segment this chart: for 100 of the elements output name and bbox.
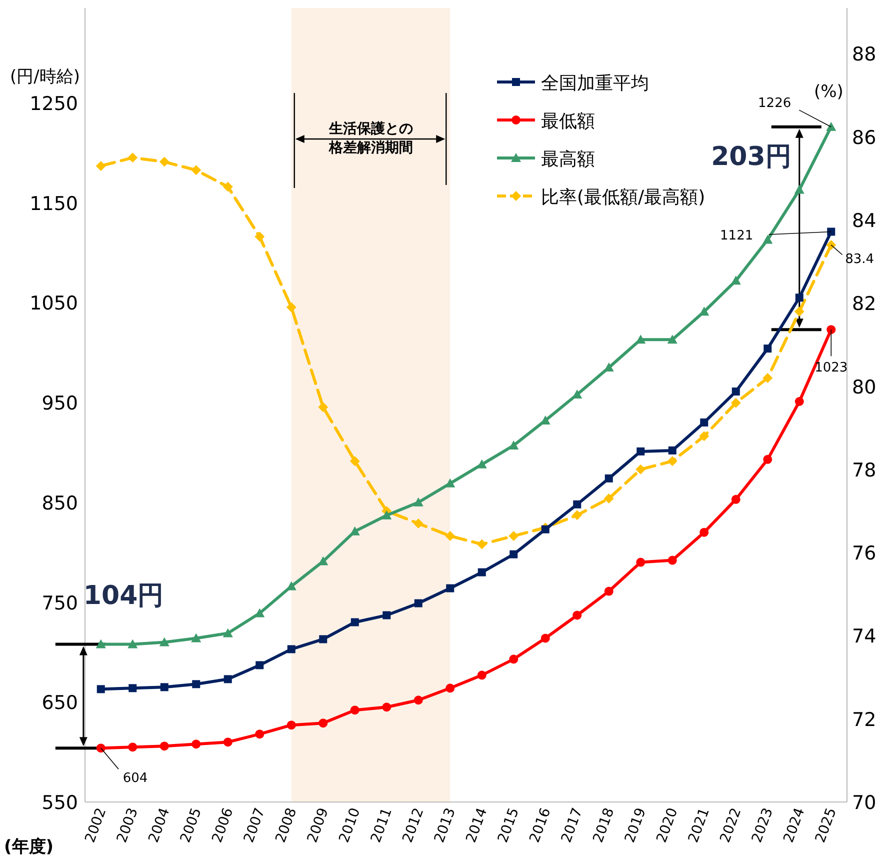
y-tick-label: 1250: [30, 92, 78, 115]
y2-tick-label: 86: [852, 126, 876, 149]
point: [699, 431, 710, 442]
x-tick-label: 2009: [304, 806, 332, 845]
point: [826, 122, 836, 131]
point: [445, 530, 456, 541]
x-tick-label: 2011: [368, 806, 396, 845]
y2-tick-label: 80: [852, 376, 876, 398]
x-tick-label: 2019: [622, 806, 650, 845]
y-tick-label: 550: [42, 792, 78, 814]
x-tick-label: 2002: [82, 806, 110, 845]
x-tick-label: 2007: [241, 806, 268, 845]
point: [508, 530, 519, 541]
point: [573, 500, 582, 508]
point: [667, 334, 678, 344]
x-tick-label: 2025: [812, 806, 840, 845]
y2-axis-title: (%): [814, 82, 844, 102]
point: [382, 510, 392, 520]
point: [794, 397, 804, 406]
x-tick-label: 2004: [146, 806, 174, 845]
data-label: 1023: [814, 360, 848, 376]
y2-tick-label: 84: [852, 210, 876, 232]
x-tick-label: 2013: [432, 806, 459, 845]
point: [667, 456, 678, 466]
point: [96, 160, 106, 171]
point: [160, 683, 168, 692]
point: [700, 418, 708, 426]
point: [96, 639, 106, 648]
point: [795, 294, 804, 302]
point: [350, 456, 360, 466]
point: [159, 637, 170, 646]
point: [476, 539, 487, 550]
point: [318, 556, 328, 566]
point: [256, 661, 264, 670]
point: [160, 742, 169, 751]
point: [476, 459, 487, 468]
x-tick-label: 2008: [272, 806, 300, 845]
point: [826, 325, 836, 334]
point: [541, 525, 550, 534]
point: [604, 586, 614, 596]
point: [318, 718, 328, 728]
x-tick-label: 2012: [400, 806, 428, 845]
point: [96, 685, 105, 694]
point: [319, 635, 328, 644]
y-tick-label: 950: [42, 392, 78, 415]
point: [604, 362, 614, 372]
point: [446, 584, 454, 592]
x-tick-label: 2006: [209, 806, 237, 845]
point: [510, 550, 518, 558]
point: [668, 556, 677, 565]
data-label: 604: [122, 771, 148, 786]
legend-label: 比率(最低額/最高額): [541, 187, 706, 208]
point: [192, 740, 201, 749]
point: [414, 599, 422, 608]
x-tick-label: 2003: [114, 806, 142, 845]
annotation: 203円: [711, 142, 792, 172]
point: [572, 390, 582, 399]
y-axis-title: (円/時給): [10, 67, 80, 87]
point: [318, 402, 328, 412]
point: [699, 306, 710, 316]
point: [287, 645, 296, 654]
data-label: 1121: [720, 228, 754, 244]
point: [286, 720, 296, 730]
x-tick-label: 2016: [526, 806, 554, 845]
point: [128, 152, 138, 163]
x-tick-label: 2024: [780, 806, 808, 845]
point: [732, 388, 740, 396]
y2-tick-label: 82: [852, 293, 876, 316]
x-tick-label: 2017: [558, 806, 586, 845]
y2-tick-label: 70: [852, 792, 876, 814]
point: [350, 526, 360, 536]
point: [826, 240, 836, 250]
point: [730, 276, 741, 285]
point: [508, 440, 519, 450]
annotation: 104円: [83, 581, 164, 612]
point: [382, 611, 391, 620]
point: [636, 447, 645, 456]
point: [445, 478, 456, 488]
y2-tick-label: 74: [852, 626, 876, 648]
point: [128, 742, 138, 752]
data-label: 83.4: [845, 252, 874, 267]
y-tick-label: 650: [42, 692, 78, 714]
point: [350, 618, 359, 626]
point: [222, 628, 233, 638]
point: [413, 497, 424, 506]
point: [224, 675, 232, 684]
point: [700, 528, 709, 537]
point: [604, 494, 614, 504]
y-tick-label: 1150: [30, 192, 78, 215]
y-tick-label: 1050: [30, 292, 78, 315]
point: [254, 232, 265, 242]
y2-tick-label: 76: [852, 542, 876, 565]
point: [762, 234, 773, 244]
point: [222, 182, 233, 192]
x-tick-label: 2020: [654, 806, 682, 845]
point: [478, 568, 486, 576]
point: [254, 608, 265, 618]
point: [446, 684, 455, 693]
point: [191, 633, 202, 642]
point: [572, 510, 582, 520]
